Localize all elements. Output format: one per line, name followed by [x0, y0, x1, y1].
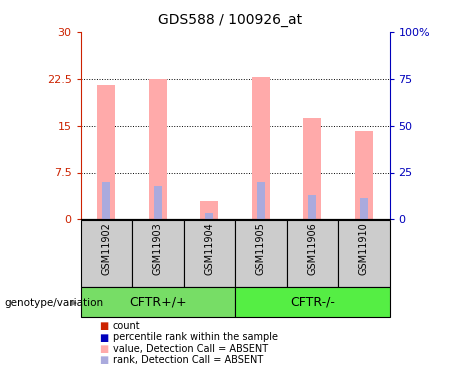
Text: GSM11906: GSM11906 — [307, 222, 317, 275]
Bar — [81, 287, 235, 317]
Bar — [308, 195, 316, 219]
Bar — [201, 201, 219, 219]
Bar — [235, 220, 287, 287]
Bar — [360, 198, 368, 219]
Bar — [205, 213, 213, 219]
Text: genotype/variation: genotype/variation — [5, 298, 104, 308]
Text: percentile rank within the sample: percentile rank within the sample — [113, 333, 278, 342]
Bar — [303, 118, 321, 219]
Text: GDS588 / 100926_at: GDS588 / 100926_at — [159, 13, 302, 27]
Text: GSM11905: GSM11905 — [256, 222, 266, 275]
Text: ■: ■ — [99, 333, 108, 342]
Bar — [235, 287, 390, 317]
Bar — [102, 182, 111, 219]
Text: ■: ■ — [99, 355, 108, 365]
Text: GSM11902: GSM11902 — [101, 222, 112, 275]
Bar — [81, 220, 132, 287]
Bar — [149, 79, 167, 219]
Bar — [355, 130, 373, 219]
Text: CFTR-/-: CFTR-/- — [290, 296, 335, 308]
Text: GSM11903: GSM11903 — [153, 222, 163, 275]
Bar — [183, 220, 235, 287]
Bar — [252, 77, 270, 219]
Text: ■: ■ — [99, 344, 108, 354]
Text: rank, Detection Call = ABSENT: rank, Detection Call = ABSENT — [113, 355, 263, 365]
Bar — [97, 85, 115, 219]
Bar — [132, 220, 183, 287]
Text: GSM11904: GSM11904 — [204, 222, 214, 275]
Text: count: count — [113, 321, 141, 331]
Text: ■: ■ — [99, 321, 108, 331]
Bar — [338, 220, 390, 287]
Bar — [257, 182, 265, 219]
Text: GSM11910: GSM11910 — [359, 222, 369, 275]
Text: value, Detection Call = ABSENT: value, Detection Call = ABSENT — [113, 344, 268, 354]
Text: CFTR+/+: CFTR+/+ — [129, 296, 187, 308]
Bar — [154, 186, 162, 219]
Bar — [287, 220, 338, 287]
